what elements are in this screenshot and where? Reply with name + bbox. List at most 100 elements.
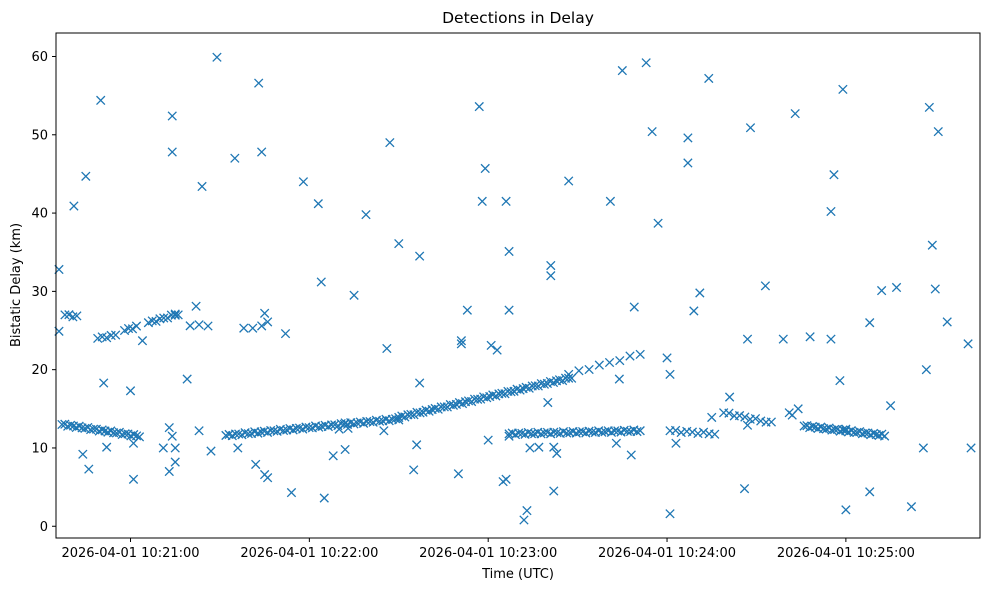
- data-point: [635, 426, 645, 436]
- data-point: [625, 351, 635, 361]
- y-tick-label: 20: [31, 363, 48, 378]
- data-point: [868, 428, 879, 439]
- data-point: [173, 310, 183, 320]
- data-point: [167, 147, 177, 157]
- data-point: [501, 474, 511, 484]
- data-point: [164, 466, 174, 477]
- y-axis-label: Bistatic Delay (km): [9, 223, 24, 347]
- data-point: [69, 201, 79, 211]
- data-point: [191, 301, 201, 311]
- x-axis-ticks: 2026-04-01 10:21:00 2026-04-01 10:22:00 20…: [61, 538, 915, 561]
- data-point: [167, 111, 177, 121]
- data-point: [84, 464, 94, 474]
- data-point: [384, 416, 394, 426]
- data-point: [745, 123, 756, 133]
- data-point: [683, 158, 693, 168]
- data-point: [170, 309, 180, 319]
- data-point: [564, 176, 574, 186]
- data-point: [564, 369, 574, 380]
- y-tick-label: 60: [31, 50, 48, 65]
- data-point: [74, 421, 84, 431]
- data-point: [448, 400, 459, 410]
- x-tick-label: 2026-04-01 10:21:00: [61, 546, 199, 561]
- data-point: [930, 284, 940, 294]
- data-point: [340, 418, 350, 428]
- data-point: [430, 403, 440, 414]
- data-point: [519, 515, 529, 525]
- data-point: [248, 323, 258, 333]
- data-point: [167, 431, 177, 441]
- data-point: [298, 177, 309, 187]
- data-point: [394, 238, 404, 249]
- data-point: [665, 509, 675, 519]
- data-point: [194, 320, 204, 330]
- data-point: [740, 412, 750, 422]
- data-point: [534, 442, 544, 452]
- data-point: [477, 196, 487, 206]
- data-point: [554, 375, 565, 385]
- data-point: [695, 288, 705, 298]
- data-point: [483, 435, 493, 445]
- data-point: [584, 364, 594, 375]
- data-point: [799, 421, 809, 431]
- data-point: [515, 385, 525, 395]
- data-point: [414, 251, 425, 261]
- data-point: [128, 474, 139, 484]
- data-point: [254, 78, 264, 88]
- data-point: [885, 401, 896, 411]
- data-point: [233, 443, 243, 453]
- data-point: [574, 366, 584, 376]
- data-point: [343, 423, 353, 434]
- data-point: [185, 321, 195, 331]
- y-tick-label: 30: [31, 285, 48, 300]
- data-point: [742, 334, 753, 344]
- data-point: [57, 419, 67, 430]
- data-point: [257, 147, 267, 157]
- data-point: [170, 443, 180, 453]
- data-point: [876, 285, 887, 296]
- data-point: [349, 419, 359, 429]
- data-point: [829, 170, 839, 180]
- y-axis-ticks: 0 10 20 30 40 50 60: [31, 50, 56, 535]
- data-point: [253, 428, 263, 438]
- data-point: [734, 410, 745, 421]
- data-point: [506, 387, 516, 397]
- data-point: [879, 431, 890, 441]
- data-point: [611, 438, 622, 448]
- data-point: [838, 425, 848, 435]
- data-point: [966, 443, 976, 453]
- data-point: [251, 459, 261, 470]
- data-point: [647, 126, 657, 137]
- data-point: [826, 334, 836, 344]
- data-point: [480, 163, 490, 174]
- x-tick-label: 2026-04-01 10:22:00: [240, 546, 378, 561]
- data-point: [816, 422, 826, 432]
- data-point: [492, 345, 502, 355]
- data-point: [838, 84, 848, 95]
- data-point: [194, 426, 204, 436]
- data-point: [724, 392, 735, 402]
- data-point: [110, 330, 121, 340]
- data-point: [963, 339, 973, 349]
- data-point: [683, 133, 693, 143]
- data-point: [127, 324, 138, 334]
- data-point: [439, 402, 449, 412]
- data-point: [676, 427, 686, 438]
- data-point: [81, 171, 91, 181]
- data-point: [841, 424, 851, 434]
- data-point: [96, 95, 106, 105]
- data-point: [605, 196, 616, 206]
- data-point: [826, 206, 836, 217]
- data-point: [707, 412, 717, 423]
- x-tick-label: 2026-04-01 10:24:00: [598, 546, 736, 561]
- data-point: [314, 422, 324, 432]
- data-point: [78, 449, 88, 459]
- y-tick-label: 40: [31, 207, 48, 222]
- data-point: [97, 425, 107, 435]
- data-point: [830, 424, 840, 435]
- data-point: [390, 414, 401, 424]
- data-point: [128, 438, 139, 448]
- data-point: [243, 429, 253, 439]
- data-point: [617, 65, 627, 76]
- data-point: [206, 446, 216, 456]
